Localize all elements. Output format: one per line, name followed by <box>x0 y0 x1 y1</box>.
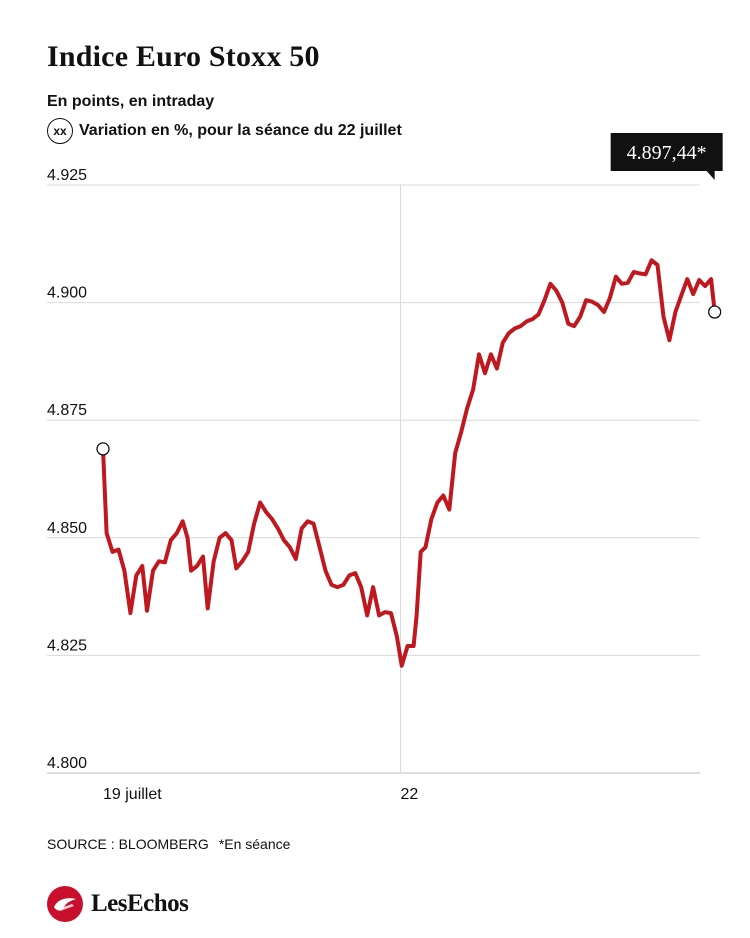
series-line <box>101 258 717 668</box>
source-line: SOURCE : BLOOMBERG *En séance <box>47 836 290 852</box>
brand: LesEchos <box>47 886 189 922</box>
y-tick-label: 4.850 <box>47 520 87 537</box>
end-point-marker <box>708 305 722 319</box>
y-tick-label: 4.925 <box>47 167 87 184</box>
variation-badge: xx <box>47 118 73 144</box>
les-echos-logo-icon <box>47 886 83 922</box>
callout-pointer <box>706 171 715 180</box>
brand-name: LesEchos <box>91 890 189 917</box>
legend-text: Variation en %, pour la séance du 22 jui… <box>79 122 402 139</box>
start-point-marker <box>96 442 110 456</box>
legend: xx Variation en %, pour la séance du 22 … <box>47 118 402 144</box>
footnote-text: *En séance <box>218 836 291 852</box>
y-tick-label: 4.800 <box>47 755 87 772</box>
y-tick-label: 4.900 <box>47 285 87 302</box>
callout-value: 4.897,44* <box>627 142 707 164</box>
source-text: SOURCE : BLOOMBERG <box>47 836 209 852</box>
chart-title: Indice Euro Stoxx 50 <box>47 40 320 73</box>
last-value-callout <box>610 133 723 171</box>
y-tick-label: 4.875 <box>47 402 87 419</box>
chart-subtitle: En points, en intraday <box>47 93 215 110</box>
line-chart: 4.800 4.825 4.850 4.875 4.900 4.925 19 juillet… <box>47 133 723 803</box>
x-tick-label: 19 juillet <box>103 786 162 803</box>
x-tick-label: 22 <box>401 786 419 803</box>
y-tick-label: 4.825 <box>47 637 87 654</box>
